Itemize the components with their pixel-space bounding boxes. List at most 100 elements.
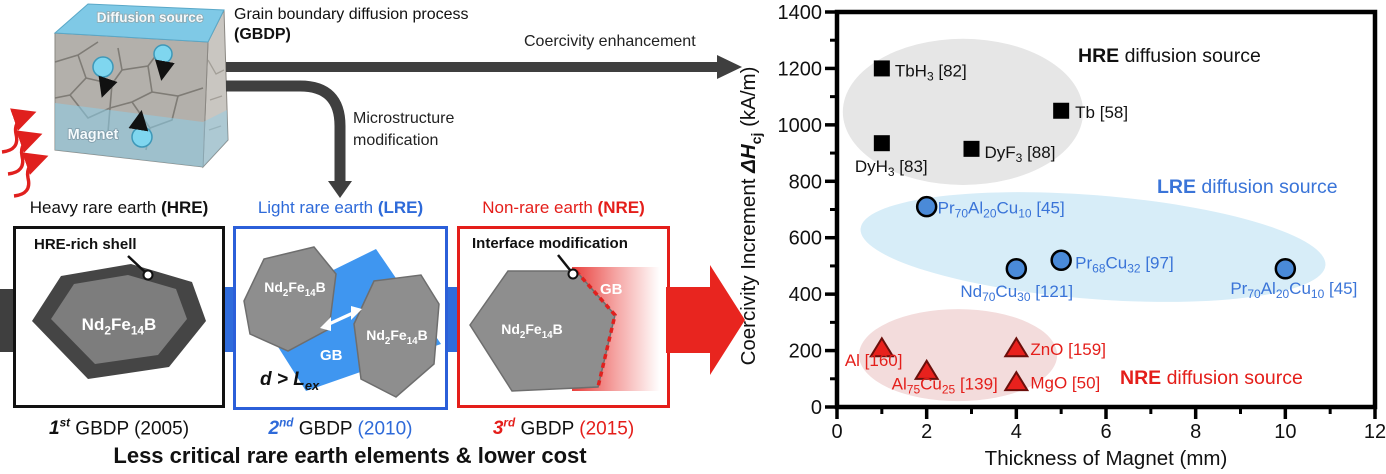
lre-grain-right: [353, 274, 440, 398]
nre-interface-marker: [567, 268, 579, 280]
microstructure-label-line2: modification: [353, 132, 439, 149]
panel-lre-caption: 2nd GBDP (2010): [233, 417, 448, 440]
nre-grain-label: Nd2Fe14B: [501, 321, 563, 341]
magnet-region-side: [203, 110, 228, 167]
lre-gb-label: GB: [320, 347, 343, 364]
hre-shell-marker: [142, 269, 154, 281]
cube-illustration: Diffusion source Magnet: [1, 3, 229, 198]
data-point-marker: [963, 140, 980, 157]
panel-lre-title-text: Light rare earth: [257, 198, 378, 217]
lre-caption-name: GBDP: [293, 418, 358, 440]
lre-caption-num: 2nd: [268, 417, 294, 440]
nre-caption-num: 3rd: [492, 417, 516, 440]
nre-gb-label: GB: [600, 281, 623, 298]
data-point-label: Pr70Al20Cu10 [45]: [1230, 279, 1357, 301]
scatter-chart: 0 2 4 6 8 10 12 0 200 400 600 800 1000 1200 1400 Thickn…: [737, 2, 1386, 470]
hre-grain-label: Nd2Fe14B: [81, 315, 157, 338]
region-ellipse-1: [860, 192, 1326, 302]
panel-lre-graphic: [243, 246, 441, 398]
data-point-marker: [873, 135, 890, 152]
big-red-arrow: [666, 265, 745, 375]
lre-exchange-arrow-head-right: [351, 306, 362, 320]
microstructure-arrow-head: [328, 181, 352, 198]
data-point-label: ZnO [159]: [1030, 340, 1106, 359]
panel-hre-title: Heavy rare earth (HRE): [13, 198, 225, 218]
lre-exchange-arrow-head-left: [320, 317, 331, 331]
hre-caption-name: GBDP: [70, 418, 135, 440]
flow-arrows: [226, 55, 742, 198]
lre-grain-right-label: Nd2Fe14B: [366, 327, 428, 347]
y-tick-label: 1200: [778, 58, 823, 80]
coercivity-arrow-head: [717, 55, 742, 79]
region-label: NRE diffusion source: [1120, 367, 1303, 389]
data-point-marker: [1050, 249, 1072, 272]
data-point-marker: [1003, 370, 1030, 392]
microstructure-label-line1: Microstructure: [353, 110, 455, 127]
lre-grain-left-label: Nd2Fe14B: [264, 279, 326, 299]
data-point-marker: [913, 358, 940, 380]
nre-caption-year: (2015): [579, 418, 635, 440]
microstructure-label: Microstructure modification: [353, 108, 454, 152]
x-axis-label: Thickness of Magnet (mm): [985, 447, 1228, 470]
x-tick-label: 12: [1364, 421, 1386, 443]
lre-exchange-arrow-shaft: [328, 311, 354, 326]
grain-boundary-lines-side: [207, 59, 225, 131]
hre-grain-inner: [51, 275, 187, 364]
y-tick-label: 600: [789, 228, 822, 250]
x-tick-label: 4: [1011, 421, 1022, 443]
coercivity-enhancement-label: Coercivity enhancement: [524, 33, 696, 50]
y-tick-label: 1400: [778, 2, 823, 24]
x-tick-label: 6: [1100, 421, 1111, 443]
microstructure-arrow-shaft: [226, 80, 346, 183]
data-point-label: Al [160]: [845, 351, 903, 370]
data-point-marker: [915, 195, 938, 218]
nre-annotation: Interface modification: [472, 235, 628, 252]
region-label: HRE diffusion source: [1078, 45, 1261, 67]
data-point-marker: [869, 336, 895, 358]
y-tick-label: 400: [789, 284, 822, 306]
hre-shell-pointer: [127, 255, 146, 273]
panel-hre-caption: 1st GBDP (2005): [13, 417, 225, 440]
connector-bar-mid1: [225, 287, 234, 352]
data-point-marker: [1005, 258, 1028, 280]
data-point-label: TbH3 [82]: [895, 61, 967, 83]
data-point-label: Al75Cu25 [139]: [892, 374, 998, 396]
data-point-label: MgO [50]: [1030, 374, 1100, 393]
panel-nre-box: Interface modification GB Nd2Fe14B: [457, 226, 670, 408]
diffusion-arrows: [98, 59, 175, 132]
hre-shell-annotation: HRE-rich shell: [34, 236, 137, 253]
gbdp-abbrev: (GBDP): [234, 26, 291, 43]
data-point-marker: [873, 60, 890, 77]
data-point-label: DyH3 [83]: [855, 157, 928, 179]
hre-caption-year: (2005): [134, 418, 190, 440]
x-tick-label: 8: [1190, 421, 1201, 443]
cube-bottom-label: Magnet: [68, 127, 119, 143]
cube-top-face: [53, 3, 225, 43]
data-point-label: DyF3 [88]: [985, 143, 1056, 165]
y-tick-label: 200: [789, 341, 822, 363]
y-axis-label: Coercivity Increment ΔHcj (kA/m): [737, 67, 764, 366]
data-point-label: Nd70Cu30 [121]: [960, 282, 1073, 304]
panel-nre-title-text: Non-rare earth: [482, 198, 598, 217]
region-ellipse-2: [858, 309, 1058, 402]
panel-nre-title: Non-rare earth (NRE): [457, 198, 670, 218]
panel-lre-title-bold: (LRE): [377, 198, 424, 217]
data-point-label: Pr70Al20Cu10 [45]: [938, 199, 1065, 221]
panel-hre-box: HRE-rich shell Nd2Fe14B: [13, 226, 225, 408]
data-point-marker: [1053, 102, 1070, 119]
y-tick-label: 800: [789, 171, 822, 193]
lre-caption-year: (2010): [357, 418, 413, 440]
region-ellipse-0: [842, 38, 1084, 185]
x-tick-label: 2: [921, 421, 932, 443]
tagline: Less critical rare earth elements & lowe…: [113, 443, 587, 468]
y-tick-label: 1000: [778, 115, 823, 137]
panel-nre-graphic: [469, 254, 660, 392]
x-tick-label: 10: [1274, 421, 1296, 443]
region-label: LRE diffusion source: [1157, 176, 1338, 198]
nre-interface-pointer: [557, 254, 571, 271]
connector-bar-mid2: [448, 287, 457, 352]
cube-top-label: Diffusion source: [97, 10, 204, 25]
lre-grain-left: [243, 246, 337, 352]
diffusion-spheres: [92, 44, 173, 148]
